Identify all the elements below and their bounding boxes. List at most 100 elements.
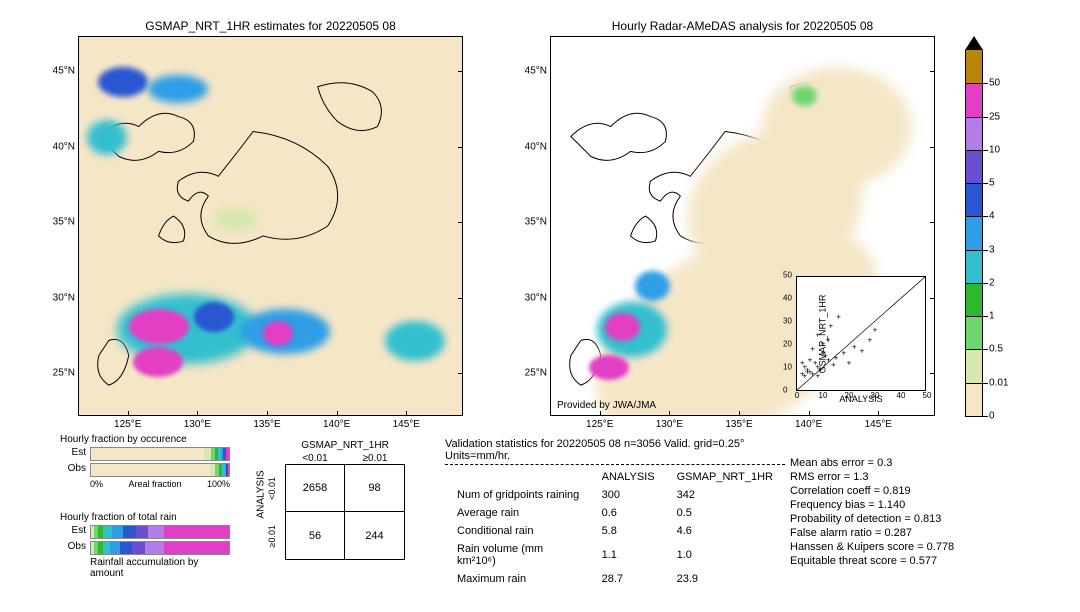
validation-cell: 0.6 bbox=[592, 505, 665, 521]
ct-cell: 56 bbox=[285, 512, 345, 560]
colorbar-segment bbox=[966, 216, 982, 249]
y-tick-label: 40°N bbox=[525, 141, 551, 152]
scatter-point: + bbox=[810, 370, 815, 379]
validation-cell: 1.1 bbox=[592, 541, 665, 569]
colorbar-top-triangle bbox=[965, 36, 983, 50]
x-tick-label: 145°E bbox=[865, 415, 892, 430]
rain-blob bbox=[87, 120, 127, 155]
scatter-inset: ++++++++++++++++++++++++++++++ ANALYSIS … bbox=[796, 276, 926, 391]
ct-row-label: ≥0.01 bbox=[267, 525, 285, 547]
hbar-segment bbox=[112, 526, 123, 538]
validation-cell: Maximum rain bbox=[447, 571, 590, 587]
scatter-xlabel: ANALYSIS bbox=[797, 394, 925, 404]
score-line: RMS error = 1.3 bbox=[790, 470, 954, 484]
score-line: Probability of detection = 0.813 bbox=[790, 512, 954, 526]
colorbar-segment bbox=[966, 250, 982, 283]
hbar-segment bbox=[164, 542, 229, 554]
scatter-ytick: 30 bbox=[783, 317, 792, 326]
validation-cell: Average rain bbox=[447, 505, 590, 521]
scatter-point: + bbox=[847, 358, 852, 367]
validation-row: Maximum rain28.723.9 bbox=[447, 571, 783, 587]
validation-cell: 342 bbox=[667, 487, 783, 503]
hbar-row: Est bbox=[60, 525, 230, 539]
scores-list: Mean abs error = 0.3RMS error = 1.3Corre… bbox=[790, 456, 954, 568]
hbar-label: Obs bbox=[60, 463, 90, 477]
score-line: False alarm ratio = 0.287 bbox=[790, 526, 954, 540]
validation-cell: Conditional rain bbox=[447, 523, 590, 539]
hbar-label: Obs bbox=[60, 541, 90, 555]
right-map-bg: Provided by JWA/JMA ++++++++++++++++++++… bbox=[551, 37, 934, 415]
y-tick-label: 25°N bbox=[525, 368, 551, 379]
scatter-xtick: 0 bbox=[795, 391, 799, 400]
rain-blob bbox=[605, 313, 640, 341]
y-tick-label: 30°N bbox=[525, 292, 551, 303]
scatter-ytick: 40 bbox=[783, 294, 792, 303]
x-tick-label: 140°E bbox=[323, 415, 350, 430]
scatter-point: + bbox=[867, 335, 872, 344]
hbar-segment bbox=[132, 542, 144, 554]
validation-cell: 300 bbox=[592, 487, 665, 503]
val-col-header: GSMAP_NRT_1HR bbox=[667, 469, 783, 485]
validation-cell: Rain volume (mm km²10⁶) bbox=[447, 541, 590, 569]
hbar-segment bbox=[226, 448, 229, 460]
hbar-segment bbox=[91, 464, 210, 476]
left-map-bg bbox=[79, 37, 462, 415]
ct-cell: 2658 bbox=[285, 464, 345, 512]
hbar-row: Obs bbox=[60, 463, 230, 477]
scatter-ytick: 50 bbox=[783, 271, 792, 280]
y-tick-label: 40°N bbox=[53, 141, 79, 152]
scatter-point: + bbox=[841, 349, 846, 358]
ct-cell: 98 bbox=[345, 464, 405, 512]
x-tick-label: 145°E bbox=[393, 415, 420, 430]
score-line: Mean abs error = 0.3 bbox=[790, 456, 954, 470]
scatter-ytick: 10 bbox=[783, 363, 792, 372]
hourly-fraction-total: Hourly fraction of total rain Est Obs Rai… bbox=[60, 510, 230, 581]
colorbar-segment bbox=[966, 50, 982, 83]
scatter-point: + bbox=[834, 354, 839, 363]
validation-cell: 28.7 bbox=[592, 571, 665, 587]
validation-row: Rain volume (mm km²10⁶)1.11.0 bbox=[447, 541, 783, 569]
validation-cell: Num of gridpoints raining bbox=[447, 487, 590, 503]
hbar-segment bbox=[91, 448, 204, 460]
ct-col-label: ≥0.01 bbox=[345, 453, 405, 464]
validation-table: ANALYSISGSMAP_NRT_1HR Num of gridpoints … bbox=[445, 467, 785, 589]
x-tick-label: 135°E bbox=[725, 415, 752, 430]
colorbar-segment bbox=[966, 117, 982, 150]
scatter-point: + bbox=[808, 356, 813, 365]
hbar-segment bbox=[204, 448, 211, 460]
validation-cell: 0.5 bbox=[667, 505, 783, 521]
scatter-ytick: 0 bbox=[783, 386, 787, 395]
rain-blob bbox=[263, 321, 293, 346]
hbar-segment bbox=[103, 542, 110, 554]
hbar-segment bbox=[148, 526, 165, 538]
rain-blob bbox=[129, 309, 189, 344]
validation-cell: 23.9 bbox=[667, 571, 783, 587]
hbar-segment bbox=[164, 526, 229, 538]
y-tick-label: 45°N bbox=[525, 66, 551, 77]
colorbar-segment bbox=[966, 283, 982, 316]
ct-cell: 244 bbox=[345, 512, 405, 560]
y-tick-label: 35°N bbox=[525, 217, 551, 228]
hbar-segment bbox=[120, 542, 132, 554]
left-map-panel: GSMAP_NRT_1HR estimates for 20220505 08 … bbox=[78, 36, 463, 416]
right-map-panel: Hourly Radar-AMeDAS analysis for 2022050… bbox=[550, 36, 935, 416]
colorbar-segment bbox=[966, 83, 982, 116]
hbar-segment bbox=[123, 526, 137, 538]
x-tick-label: 135°E bbox=[253, 415, 280, 430]
hft-title: Hourly fraction of total rain bbox=[60, 512, 230, 523]
scatter-point: + bbox=[860, 347, 865, 356]
colorbar-segment bbox=[966, 183, 982, 216]
scatter-point: + bbox=[810, 344, 815, 353]
colorbar-segment bbox=[966, 383, 982, 416]
hbar-row: Est bbox=[60, 447, 230, 461]
validation-row: Conditional rain5.84.6 bbox=[447, 523, 783, 539]
hbar-segment bbox=[228, 464, 229, 476]
rain-blob bbox=[148, 75, 208, 103]
scatter-point: + bbox=[873, 326, 878, 335]
scatter-point: + bbox=[805, 367, 810, 376]
hft-caption: Rainfall accumulation by amount bbox=[90, 557, 230, 579]
hbar-segment bbox=[136, 526, 147, 538]
hbar-segment bbox=[103, 526, 111, 538]
validation-row: Average rain0.60.5 bbox=[447, 505, 783, 521]
y-tick-label: 35°N bbox=[53, 217, 79, 228]
